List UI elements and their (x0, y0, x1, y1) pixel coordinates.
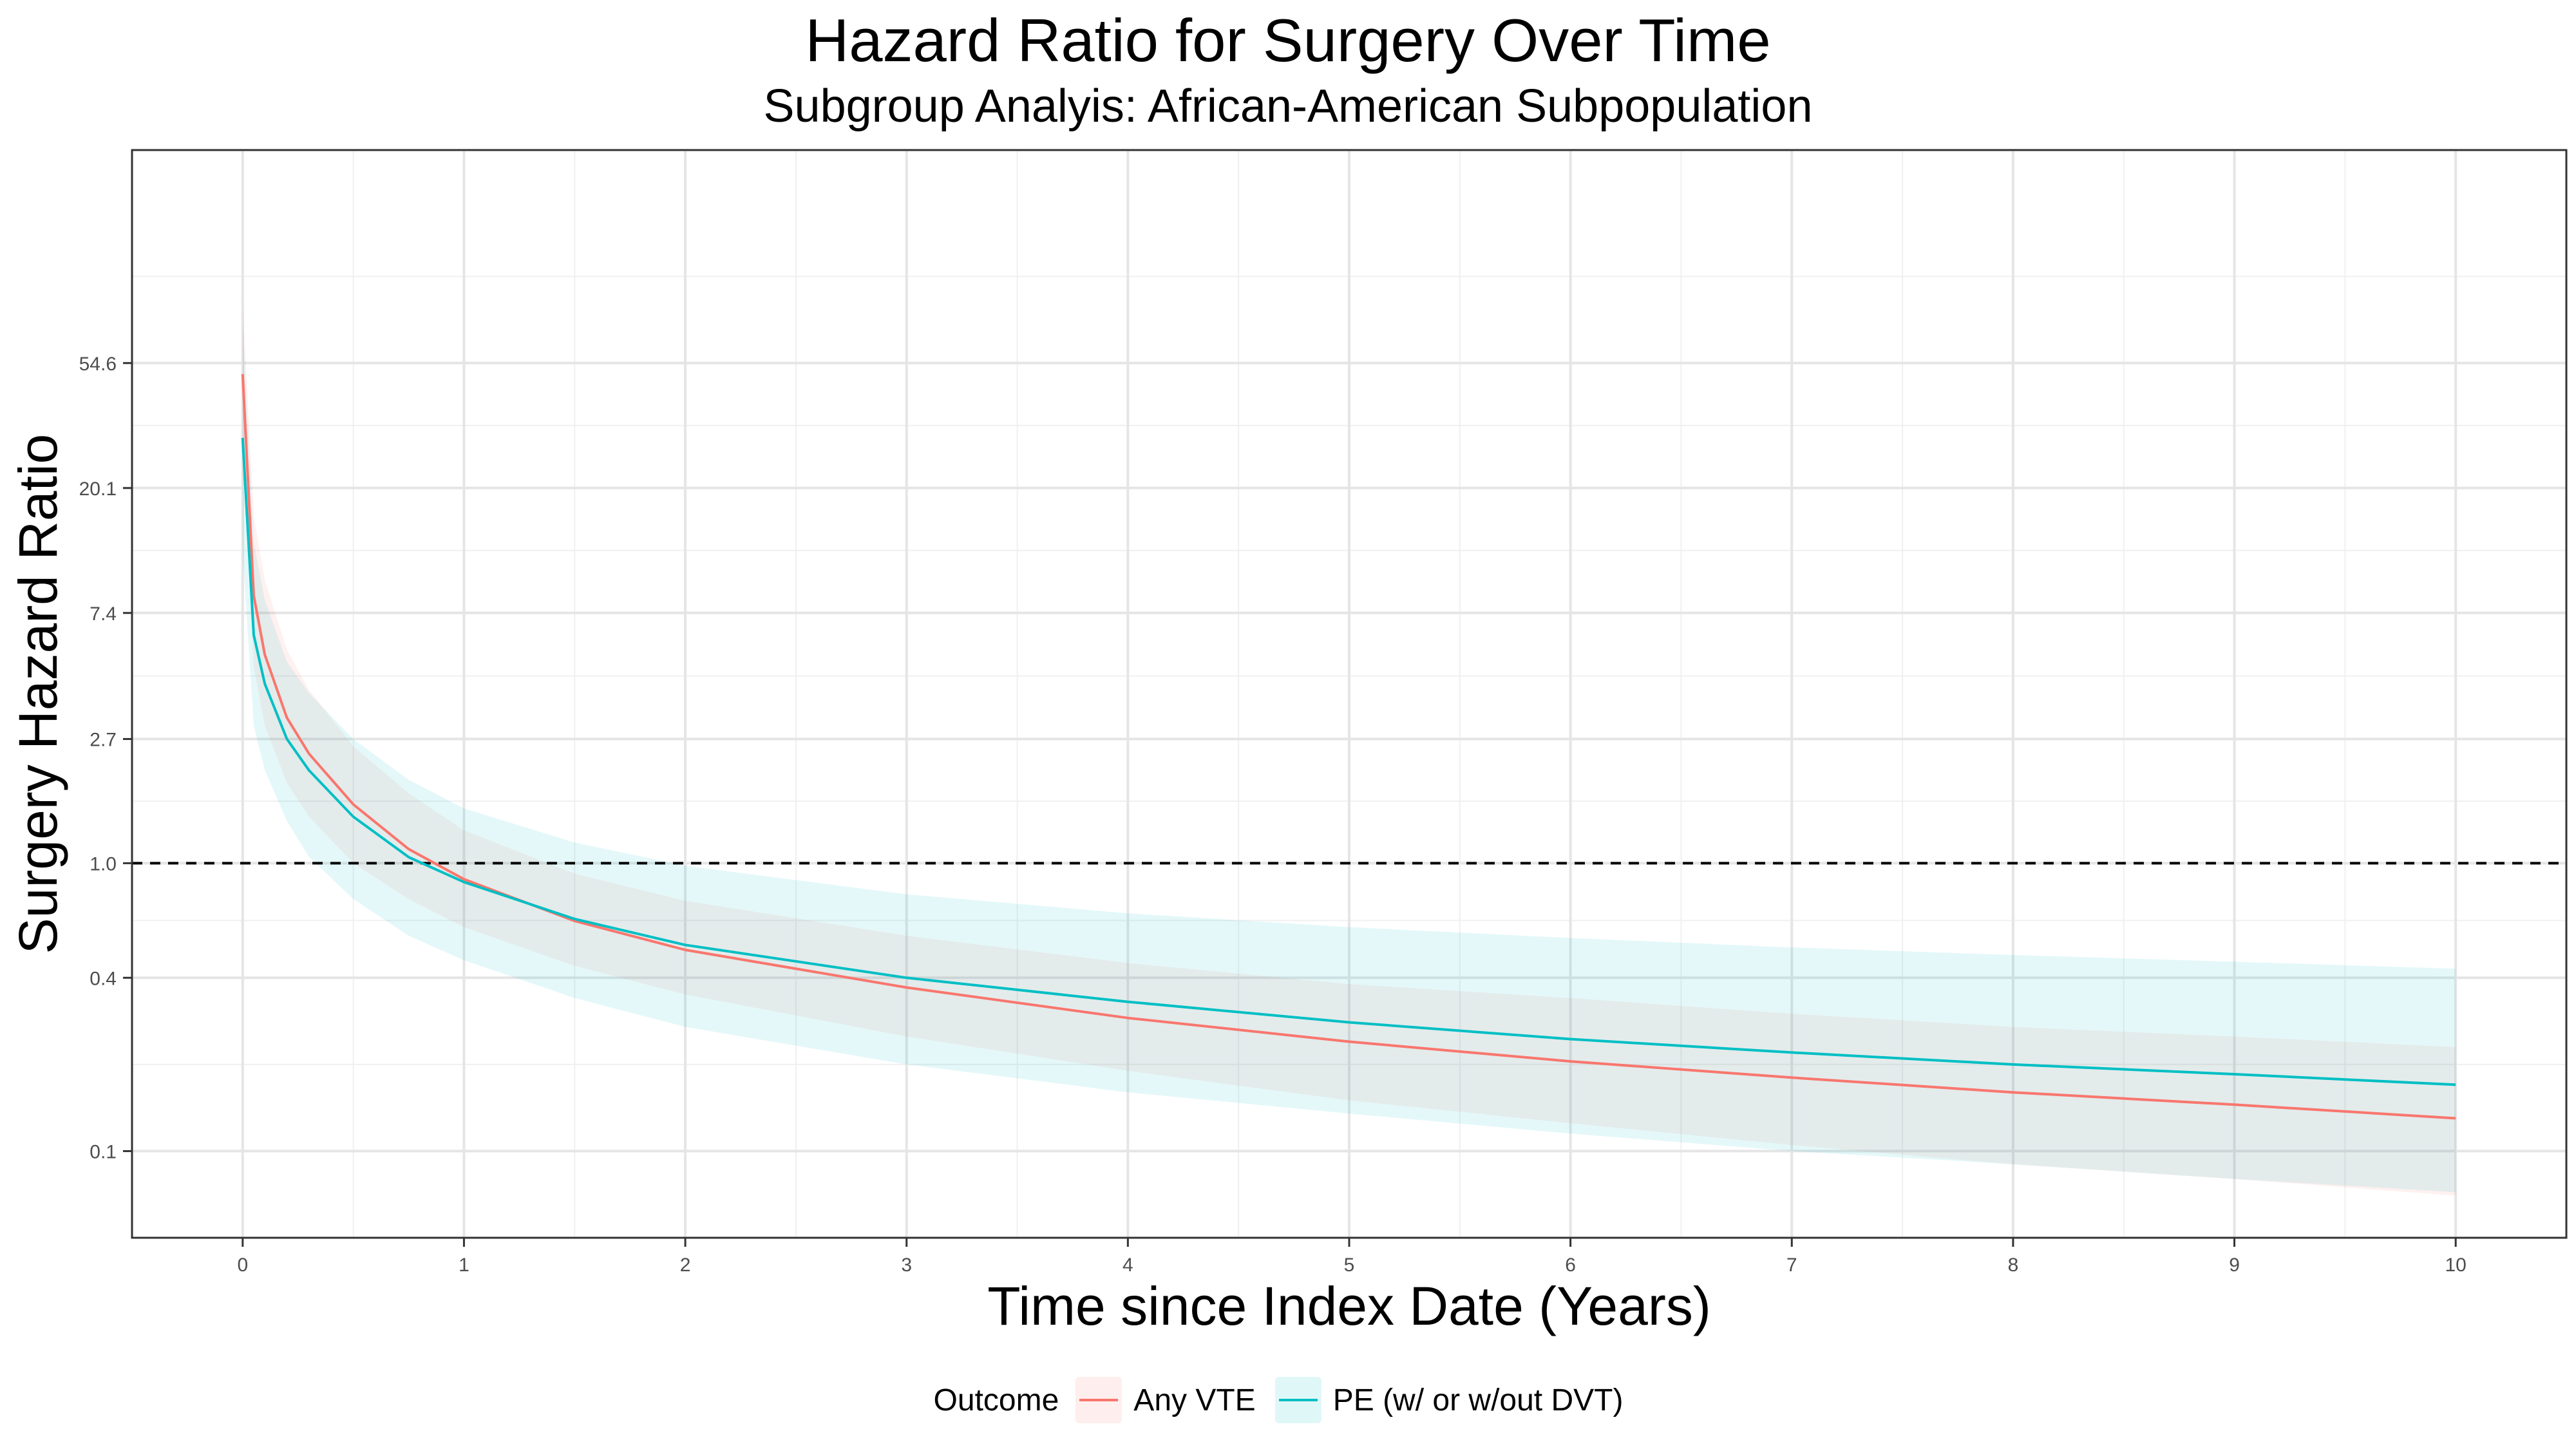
x-tick-label: 2 (680, 1255, 691, 1276)
chart-subtitle: Subgroup Analyis: African-American Subpo… (763, 80, 1813, 132)
y-tick-label: 1.0 (90, 853, 117, 875)
chart-title: Hazard Ratio for Surgery Over Time (805, 6, 1771, 74)
confidence-ribbon-1 (242, 323, 2456, 1193)
x-tick-label: 6 (1565, 1255, 1576, 1276)
confidence-ribbons (242, 300, 2456, 1196)
legend-item-any-vte: Any VTE (1075, 1377, 1256, 1423)
legend: Outcome Any VTE PE (w/ or w/out DVT) (0, 1370, 2576, 1430)
y-tick-label: 0.1 (90, 1141, 117, 1162)
y-tick-label: 7.4 (90, 603, 117, 625)
confidence-ribbon-0 (242, 300, 2456, 1196)
series-line-1 (241, 437, 2456, 1086)
x-tick-label: 5 (1344, 1255, 1355, 1276)
y-tick-label: 2.7 (90, 730, 117, 751)
x-tick-label: 1 (459, 1255, 469, 1276)
x-tick-label: 4 (1122, 1255, 1133, 1276)
y-tick-label: 20.1 (79, 478, 117, 500)
legend-label-pe: PE (w/ or w/out DVT) (1332, 1383, 1624, 1417)
y-axis-ticks: 0.1 0.4 1.0 2.7 7.4 20.1 54.6 (79, 354, 132, 1162)
series-line-0 (241, 374, 2456, 1120)
y-tick-label: 0.4 (90, 968, 117, 989)
y-axis-title: Surgery Hazard Ratio (8, 434, 68, 954)
legend-key-any-vte (1075, 1377, 1122, 1423)
legend-key-pe (1274, 1377, 1321, 1423)
x-axis-title: Time since Index Date (Years) (987, 1276, 1711, 1336)
legend-title: Outcome (933, 1383, 1059, 1417)
y-tick-label: 54.6 (79, 354, 117, 375)
series-lines (241, 374, 2456, 1120)
x-tick-label: 0 (237, 1255, 248, 1276)
x-axis-ticks: 0 1 2 3 4 5 6 7 8 9 10 (237, 1238, 2467, 1276)
legend-item-pe: PE (w/ or w/out DVT) (1274, 1377, 1624, 1423)
x-tick-label: 10 (2445, 1255, 2466, 1276)
x-tick-label: 3 (901, 1255, 912, 1276)
legend-label-any-vte: Any VTE (1133, 1383, 1256, 1417)
x-tick-label: 7 (1786, 1255, 1797, 1276)
x-tick-label: 9 (2229, 1255, 2240, 1276)
x-tick-label: 8 (2008, 1255, 2019, 1276)
